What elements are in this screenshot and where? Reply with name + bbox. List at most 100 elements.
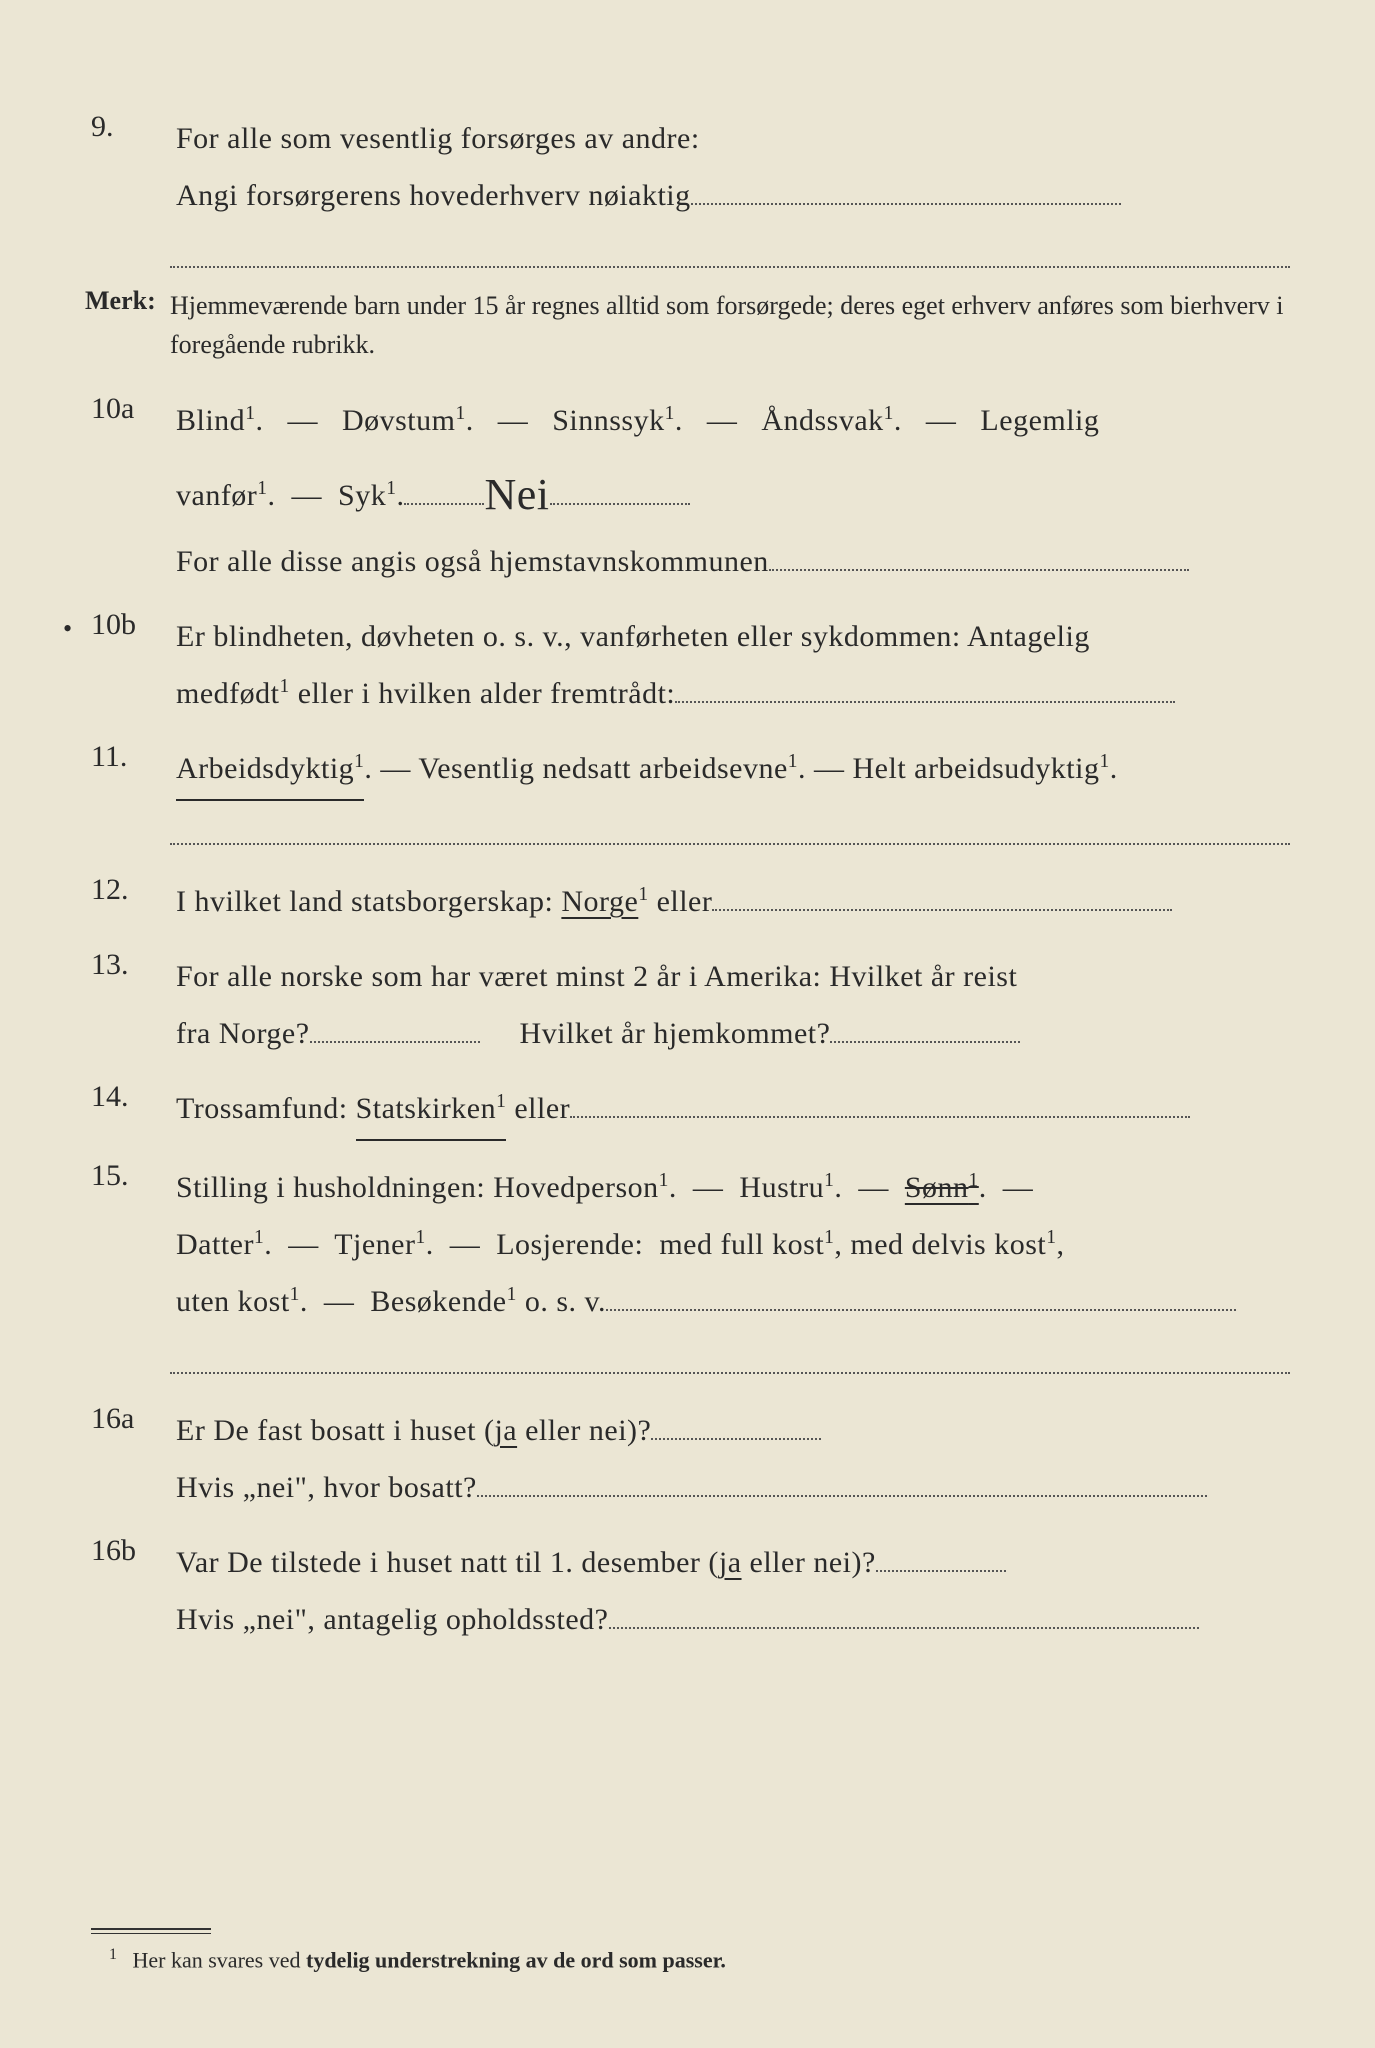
q12-blank[interactable] — [712, 909, 1172, 911]
q12-suffix: eller — [649, 885, 713, 918]
q16b-blank-a[interactable] — [876, 1570, 1006, 1572]
q14-prefix: Trossamfund: — [176, 1092, 356, 1125]
q14-content: Trossamfund: Statskirken1 eller — [176, 1080, 1290, 1141]
q15-utenkost: uten kost — [176, 1285, 290, 1318]
q13-blank-a[interactable] — [310, 1041, 480, 1043]
note-merk: Merk: Hjemmeværende barn under 15 år reg… — [85, 286, 1290, 364]
q9-blank-full[interactable] — [170, 242, 1290, 268]
q10b-line1: Er blindheten, døvheten o. s. v., vanfør… — [176, 620, 1090, 653]
q10a-opt-sinnssyk: Sinnssyk — [552, 404, 664, 437]
question-16b: 16b Var De tilstede i huset natt til 1. … — [85, 1534, 1290, 1648]
q10a-opt-andssvak: Åndssvak — [761, 404, 883, 437]
q13-line2a: fra Norge? — [176, 1017, 310, 1050]
q16b-line2: Hvis „nei", antagelig opholdssted? — [176, 1603, 609, 1636]
q14-statskirken-underlined: Statskirken1 — [356, 1080, 507, 1141]
q13-line2b: Hvilket år hjemkommet? — [520, 1017, 831, 1050]
q16b-ja-underlined: ja — [719, 1546, 742, 1579]
q16a-content: Er De fast bosatt i huset (ja eller nei)… — [176, 1402, 1290, 1516]
q9-blank[interactable] — [691, 203, 1121, 205]
q14-blank[interactable] — [570, 1116, 1190, 1118]
q10b-number: 10b — [85, 608, 176, 642]
q12-prefix: I hvilket land statsborgerskap: — [176, 885, 561, 918]
q10b-line2b: eller i hvilken alder fremtrådt: — [290, 677, 676, 710]
q10a-opt-legemlig: Legemlig — [980, 404, 1099, 437]
question-13: 13. For alle norske som har været minst … — [85, 948, 1290, 1062]
q15-losjerende: Losjerende: — [496, 1228, 643, 1261]
q16b-line1a: Var De tilstede i huset natt til 1. dese… — [176, 1546, 708, 1579]
q16a-number: 16a — [85, 1402, 176, 1436]
question-10b: • 10b Er blindheten, døvheten o. s. v., … — [85, 608, 1290, 722]
question-9: 9. For alle som vesentlig forsørges av a… — [85, 110, 1290, 224]
q9-number: 9. — [85, 110, 176, 144]
q12-number: 12. — [85, 873, 176, 907]
q11-number: 11. — [85, 740, 176, 774]
q10b-medfodt: medfødt — [176, 677, 279, 710]
q11-opt2: Vesentlig nedsatt arbeidsevne — [418, 752, 787, 785]
q10a-blank-a[interactable] — [404, 503, 484, 505]
question-11: 11. Arbeidsdyktig1. — Vesentlig nedsatt … — [85, 740, 1290, 801]
q11-opt3: Helt arbeidsudyktig — [853, 752, 1100, 785]
footnote-separator — [91, 1928, 211, 1934]
q13-line1: For alle norske som har været minst 2 år… — [176, 960, 1017, 993]
q15-number: 15. — [85, 1159, 176, 1193]
q15-kost2: med delvis kost — [850, 1228, 1046, 1261]
footnote: 1 Her kan svares ved tydelig understrekn… — [109, 1946, 1290, 1973]
q13-blank-b[interactable] — [830, 1041, 1020, 1043]
q15-sonn-underlined: Sønn1 — [905, 1171, 979, 1204]
census-form-page: 9. For alle som vesentlig forsørges av a… — [0, 0, 1375, 2048]
question-16a: 16a Er De fast bosatt i huset (ja eller … — [85, 1402, 1290, 1516]
q10a-number: 10a — [85, 392, 176, 426]
q10a-syk: Syk — [338, 479, 386, 512]
question-14: 14. Trossamfund: Statskirken1 eller — [85, 1080, 1290, 1141]
footnote-text-b: tydelig understrekning av de ord som pas… — [306, 1947, 726, 1972]
q15-hustru: Hustru — [739, 1171, 824, 1204]
q11-opt1-underlined: Arbeidsdyktig1 — [176, 740, 364, 801]
q10a-line3: For alle disse angis også hjemstavnskomm… — [176, 545, 769, 578]
q14-suffix: eller — [506, 1092, 570, 1125]
q10a-content: Blind1. — Døvstum1. — Sinnssyk1. — Åndss… — [176, 392, 1290, 590]
q15-prefix: Stilling i husholdningen: — [176, 1171, 493, 1204]
q10b-content: Er blindheten, døvheten o. s. v., vanfør… — [176, 608, 1290, 722]
question-12: 12. I hvilket land statsborgerskap: Norg… — [85, 873, 1290, 930]
q16a-ja-underlined: ja — [494, 1414, 517, 1447]
q15-besokende: Besøkende — [370, 1285, 506, 1318]
q16a-blank-a[interactable] — [651, 1438, 821, 1440]
q15-content: Stilling i husholdningen: Hovedperson1. … — [176, 1159, 1290, 1330]
q13-number: 13. — [85, 948, 176, 982]
question-15: 15. Stilling i husholdningen: Hovedperso… — [85, 1159, 1290, 1330]
question-10a: 10a Blind1. — Døvstum1. — Sinnssyk1. — Å… — [85, 392, 1290, 590]
q15-osv: o. s. v. — [517, 1285, 606, 1318]
q15-kost1: med full kost — [659, 1228, 824, 1261]
q10a-vanfor: vanfør — [176, 479, 257, 512]
footnote-text-a: Her kan svares ved — [133, 1947, 307, 1972]
q13-content: For alle norske som har været minst 2 år… — [176, 948, 1290, 1062]
q16b-number: 16b — [85, 1534, 176, 1568]
q10a-blank-c[interactable] — [769, 569, 1189, 571]
q16a-blank-b[interactable] — [477, 1495, 1207, 1497]
q12-content: I hvilket land statsborgerskap: Norge1 e… — [176, 873, 1290, 930]
merk-text: Hjemmeværende barn under 15 år regnes al… — [170, 286, 1290, 364]
q16b-content: Var De tilstede i huset natt til 1. dese… — [176, 1534, 1290, 1648]
q11-blank-full[interactable] — [170, 819, 1290, 845]
q16a-line1a: Er De fast bosatt i huset — [176, 1414, 484, 1447]
q9-line1: For alle som vesentlig forsørges av andr… — [176, 122, 700, 155]
q10b-blank[interactable] — [675, 701, 1175, 703]
q9-line2: Angi forsørgerens hovederhverv nøiaktig — [176, 179, 691, 212]
q15-blank[interactable] — [606, 1309, 1236, 1311]
q15-tjener: Tjener — [334, 1228, 415, 1261]
footnote-number: 1 — [109, 1946, 117, 1963]
q16a-line2: Hvis „nei", hvor bosatt? — [176, 1471, 477, 1504]
q10a-opt-blind: Blind — [176, 404, 245, 437]
q12-norge-underlined: Norge — [561, 885, 638, 918]
q14-number: 14. — [85, 1080, 176, 1114]
q10a-blank-b[interactable] — [550, 503, 690, 505]
q15-hovedperson: Hovedperson — [493, 1171, 658, 1204]
q10b-marker: • — [63, 614, 72, 644]
q16b-blank-b[interactable] — [609, 1627, 1199, 1629]
q10a-handwritten-answer: Nei — [484, 470, 549, 519]
q9-content: For alle som vesentlig forsørges av andr… — [176, 110, 1290, 224]
q15-blank-full[interactable] — [170, 1348, 1290, 1374]
q15-datter: Datter — [176, 1228, 254, 1261]
q10a-opt-dovstum: Døvstum — [342, 404, 456, 437]
merk-label: Merk: — [85, 286, 170, 316]
